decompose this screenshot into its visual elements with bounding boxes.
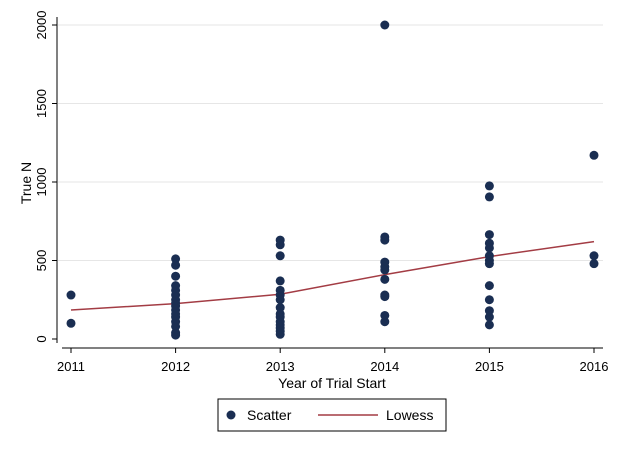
scatter-point xyxy=(484,192,494,202)
legend-scatter-marker xyxy=(226,410,236,420)
x-axis: 2011 2012 2013 2014 2015 2016 xyxy=(57,347,609,374)
scatter-point xyxy=(171,260,181,270)
lowess-line xyxy=(70,240,595,311)
scatter-point xyxy=(484,281,494,291)
scatter-point xyxy=(484,320,494,330)
scatter-point xyxy=(484,243,494,253)
scatter-point xyxy=(171,330,181,340)
y-tick-label: 1000 xyxy=(34,168,49,197)
scatter-point xyxy=(380,292,390,302)
legend: Scatter Lowess xyxy=(217,398,447,432)
y-tick-label: 0 xyxy=(34,335,49,342)
scatter-point xyxy=(275,329,285,339)
lowess-layer xyxy=(70,240,595,311)
scatter-point xyxy=(380,310,390,320)
scatter-point xyxy=(484,181,494,191)
scatter-point xyxy=(484,312,494,322)
scatter-point xyxy=(380,20,390,30)
y-tick-label: 1500 xyxy=(34,89,49,118)
scatter-point xyxy=(171,321,181,331)
scatter-point xyxy=(66,290,76,300)
gridlines xyxy=(58,24,603,261)
scatter-point xyxy=(589,150,599,160)
scatter-point xyxy=(484,259,494,269)
scatter-point xyxy=(275,251,285,261)
y-axis: 0 500 1000 1500 2000 xyxy=(34,11,58,343)
legend-scatter-label: Scatter xyxy=(247,407,292,423)
y-tick-label: 500 xyxy=(34,250,49,272)
scatter-point xyxy=(589,251,599,261)
scatter-point xyxy=(275,303,285,313)
scatter-point xyxy=(380,235,390,245)
y-axis-title: True N xyxy=(18,162,34,204)
scatter-point xyxy=(171,254,181,264)
x-tick-label: 2014 xyxy=(370,359,399,374)
scatter-point xyxy=(484,295,494,305)
scatter-point xyxy=(275,276,285,286)
x-tick-label: 2011 xyxy=(57,359,85,374)
scatter-point xyxy=(484,230,494,240)
legend-lowess-label: Lowess xyxy=(386,407,433,423)
x-axis-title: Year of Trial Start xyxy=(278,375,386,391)
scatter-point xyxy=(589,259,599,269)
scatter-layer xyxy=(66,20,599,340)
scatter-point xyxy=(171,271,181,281)
x-tick-label: 2013 xyxy=(266,359,295,374)
scatter-point xyxy=(275,295,285,305)
x-tick-label: 2012 xyxy=(161,359,190,374)
y-tick-label: 2000 xyxy=(34,11,49,40)
scatter-point xyxy=(66,318,76,328)
x-tick-label: 2015 xyxy=(475,359,504,374)
scatter-point xyxy=(380,317,390,327)
scatter-point xyxy=(380,265,390,275)
scatter-point xyxy=(275,240,285,250)
scatter-point xyxy=(380,274,390,284)
x-tick-label: 2016 xyxy=(580,359,609,374)
scatter-point xyxy=(484,306,494,316)
